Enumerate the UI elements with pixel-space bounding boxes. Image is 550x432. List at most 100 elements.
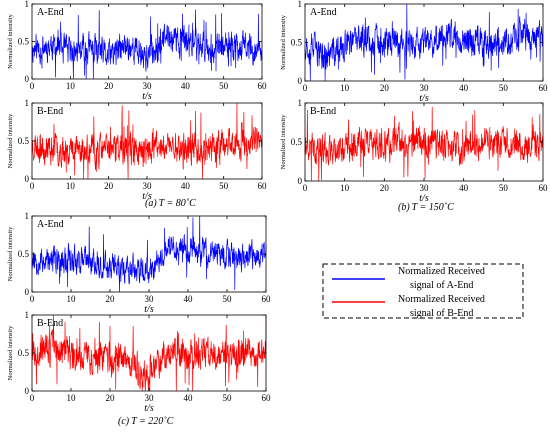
series-line-a-end xyxy=(31,9,263,80)
y-axis-label: Normalized intensity xyxy=(280,14,287,69)
panel-title: A-End xyxy=(37,7,64,18)
y-tick-label: 0 xyxy=(298,76,303,86)
panel-title: B-End xyxy=(37,106,63,117)
x-tick-label: 10 xyxy=(67,393,77,403)
x-tick-label: 30 xyxy=(420,83,430,93)
x-tick-label: 60 xyxy=(258,81,268,91)
legend-label-b-line1: Normalized Received xyxy=(398,294,485,305)
panel-title: A-End xyxy=(310,7,337,18)
x-tick-label: 0 xyxy=(30,393,35,403)
x-tick-label: 30 xyxy=(420,183,430,193)
y-tick-label: 0.5 xyxy=(291,137,303,147)
y-tick-label: 0 xyxy=(25,386,30,396)
x-tick-label: 50 xyxy=(219,81,229,91)
panel-title: B-End xyxy=(37,318,63,329)
series-line-b-end xyxy=(31,314,267,392)
x-axis-label: t/s xyxy=(142,91,152,102)
x-tick-label: 10 xyxy=(67,294,77,304)
x-tick-label: 30 xyxy=(145,393,155,403)
x-tick-label: 10 xyxy=(340,83,350,93)
y-tick-label: 0 xyxy=(25,287,30,297)
y-tick-label: 0.5 xyxy=(18,348,30,358)
series-line-b-end xyxy=(31,103,263,180)
panel-title: A-End xyxy=(37,219,64,230)
x-tick-label: 20 xyxy=(106,294,116,304)
x-tick-label: 60 xyxy=(539,83,549,93)
x-tick-label: 10 xyxy=(340,183,350,193)
x-tick-label: 30 xyxy=(143,181,153,191)
x-tick-label: 40 xyxy=(459,183,469,193)
x-tick-label: 20 xyxy=(104,181,114,191)
x-tick-label: 20 xyxy=(380,183,390,193)
caption-b: (b) T = 150˚C xyxy=(398,202,454,213)
y-tick-label: 1 xyxy=(25,0,30,9)
panel-2: 0 10 20 30 40 50 60 0 0.5 1 B-End Normalized intens… xyxy=(7,98,267,202)
x-tick-label: 20 xyxy=(106,393,116,403)
y-tick-label: 1 xyxy=(25,310,30,320)
caption-c: (c) T = 220˚C xyxy=(118,416,174,427)
x-tick-label: 0 xyxy=(30,81,35,91)
series-line-b-end xyxy=(304,106,544,182)
panel-4: 0 10 20 30 40 50 60 0 0.5 1 B-End Normalized intens… xyxy=(280,98,548,204)
x-axis-label: t/s xyxy=(142,191,152,202)
legend: Normalized Received signal of A-End Norm… xyxy=(322,263,524,319)
legend-label-a-line2: signal of A-End xyxy=(410,280,473,291)
x-tick-label: 10 xyxy=(66,81,76,91)
legend-box xyxy=(322,263,524,319)
y-axis-label: Normalized intensity xyxy=(7,13,14,68)
x-tick-label: 30 xyxy=(145,294,155,304)
x-tick-label: 40 xyxy=(181,181,191,191)
x-tick-label: 50 xyxy=(219,181,229,191)
panel-title: B-End xyxy=(310,106,336,117)
y-tick-label: 1 xyxy=(298,98,303,108)
x-tick-label: 0 xyxy=(303,183,308,193)
x-tick-label: 10 xyxy=(66,181,76,191)
y-axis-label: Normalized intensity xyxy=(7,113,14,168)
x-tick-label: 0 xyxy=(303,83,308,93)
y-axis-label: Normalized intensity xyxy=(7,226,14,281)
series-line-a-end xyxy=(304,3,544,82)
x-tick-label: 40 xyxy=(459,83,469,93)
x-axis-label: t/s xyxy=(419,93,429,104)
x-tick-label: 60 xyxy=(258,181,268,191)
x-tick-label: 50 xyxy=(499,83,509,93)
y-tick-label: 1 xyxy=(298,0,303,9)
caption-a: (a) T = 80˚C xyxy=(145,198,196,209)
series-line-a-end xyxy=(31,215,267,293)
y-tick-label: 0.5 xyxy=(291,38,303,48)
y-tick-label: 0.5 xyxy=(18,249,30,259)
y-tick-label: 0 xyxy=(25,74,30,84)
x-axis-label: t/s xyxy=(144,403,154,414)
y-tick-label: 1 xyxy=(25,98,30,108)
x-tick-label: 50 xyxy=(223,294,233,304)
x-tick-label: 40 xyxy=(181,81,191,91)
panel-5: 0 10 20 30 40 50 60 0 0.5 1 A-End Normalized intens… xyxy=(7,211,271,315)
x-tick-label: 40 xyxy=(184,294,194,304)
legend-label-a-line1: Normalized Received xyxy=(398,266,485,277)
panel-6: 0 10 20 30 40 50 60 0 0.5 1 B-End Normalized intens… xyxy=(7,310,271,414)
y-tick-label: 0.5 xyxy=(18,136,30,146)
y-axis-label: Normalized intensity xyxy=(7,325,14,380)
panel-1: 0 10 20 30 40 50 60 0 0.5 1 A-End Normalized intens… xyxy=(7,0,267,102)
x-tick-label: 50 xyxy=(499,183,509,193)
x-tick-label: 0 xyxy=(30,181,35,191)
y-tick-label: 1 xyxy=(25,211,30,221)
y-axis-label: Normalized intensity xyxy=(280,114,287,169)
x-tick-label: 30 xyxy=(143,81,153,91)
y-tick-label: 0 xyxy=(25,174,30,184)
panel-3: 0 10 20 30 40 50 60 0 0.5 1 A-End Normalized intens… xyxy=(280,0,548,104)
x-tick-label: 60 xyxy=(262,393,272,403)
x-tick-label: 40 xyxy=(184,393,194,403)
x-tick-label: 20 xyxy=(104,81,114,91)
y-tick-label: 0.5 xyxy=(18,37,30,47)
legend-label-b-line2: signal of B-End xyxy=(410,308,473,319)
x-tick-label: 60 xyxy=(539,183,549,193)
x-tick-label: 60 xyxy=(262,294,272,304)
x-tick-label: 0 xyxy=(30,294,35,304)
x-tick-label: 20 xyxy=(380,83,390,93)
x-axis-label: t/s xyxy=(144,304,154,315)
x-axis-label: t/s xyxy=(419,193,429,204)
y-tick-label: 0 xyxy=(298,176,303,186)
